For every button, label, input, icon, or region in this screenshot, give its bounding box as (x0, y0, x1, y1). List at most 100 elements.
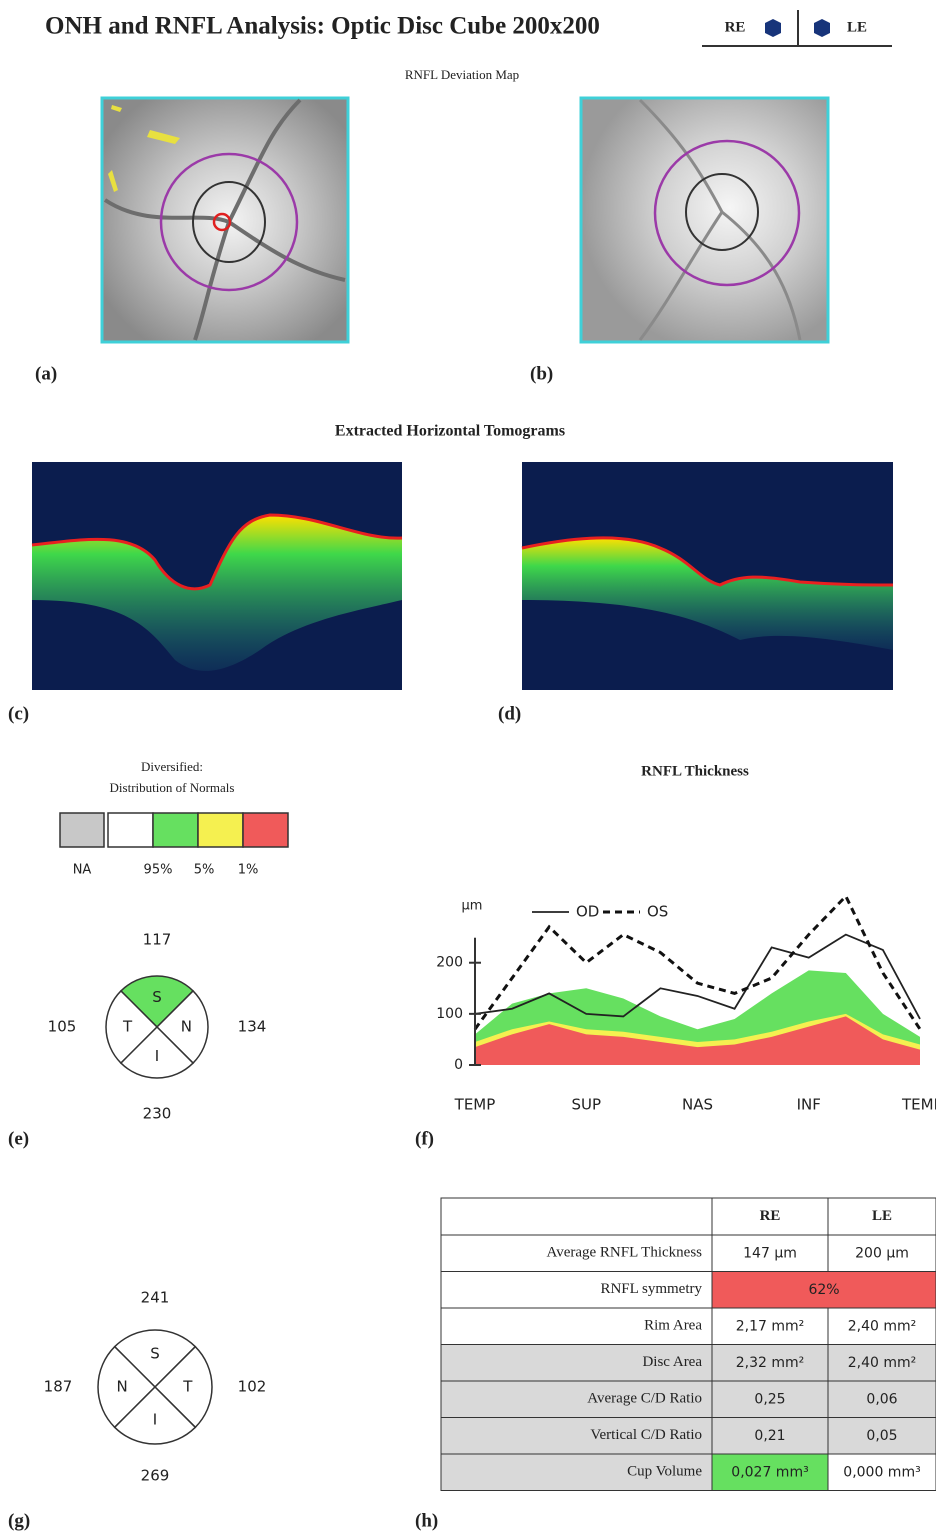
sector-value: 134 (238, 1018, 267, 1036)
scan-circle (653, 139, 801, 287)
thickness-line (474, 933, 921, 1020)
value-text: 2,32 mm² (736, 1355, 805, 1371)
scale-title: Diversified: (141, 759, 203, 774)
value-cell (827, 1417, 936, 1455)
sector (155, 989, 209, 1065)
row-label: Average RNFL Thickness (546, 1245, 702, 1261)
value-cell (827, 1453, 936, 1491)
row-label-cell (440, 1380, 713, 1418)
sector (97, 1345, 157, 1429)
tomogram-os (521, 462, 894, 690)
sector-letter: I (153, 1410, 157, 1428)
sector-letter: S (152, 988, 162, 1006)
value-text: 2,40 mm² (848, 1318, 917, 1334)
value-text: 147 µm (743, 1245, 797, 1261)
eye-icon (765, 19, 781, 37)
panel-label: (c) (8, 703, 29, 724)
chart-title: RNFL Thickness (641, 763, 749, 779)
value-text: 62% (808, 1282, 839, 1298)
sector-letter: T (182, 1378, 193, 1396)
quadrant-diagram: S 117 T 105 N 134 I 230 (48, 931, 267, 1123)
table: RE LE Average RNFL Thickness 147 µm 200 µm RN… (440, 1197, 936, 1491)
scale-label: 5% (194, 863, 215, 878)
sector-value: 105 (48, 1018, 77, 1036)
value-text: 0,06 (866, 1391, 897, 1407)
x-tick-label: INF (797, 1096, 821, 1114)
quadrant-diagram: S 241 N 187 T 102 I 269 (44, 1289, 267, 1485)
tomogram-od (31, 462, 403, 690)
scale-title: Distribution of Normals (110, 780, 235, 795)
sector-letter: N (117, 1378, 128, 1396)
sector-value: 241 (141, 1289, 170, 1307)
x-tick-label: TEMP (454, 1096, 496, 1114)
sector (113, 1385, 197, 1445)
retina (32, 515, 402, 671)
scale-box (107, 812, 154, 848)
title: ONH and RNFL Analysis: Optic Disc Cube 2… (45, 13, 600, 40)
sector-letter: T (122, 1018, 133, 1036)
scale-label: 95% (144, 863, 173, 878)
header-text: LE (872, 1208, 892, 1224)
image (579, 96, 830, 344)
value-cell (711, 1271, 936, 1309)
fundus-os (579, 96, 830, 344)
x-tick-label: NAS (682, 1096, 713, 1114)
panel-label: (a) (35, 363, 57, 384)
y-tick-label: 200 (436, 955, 463, 971)
value-text: 200 µm (855, 1245, 909, 1261)
vessel (103, 98, 346, 341)
y-tick-label: 0 (454, 1057, 463, 1073)
row-label: RNFL symmetry (600, 1281, 702, 1297)
panel-label: (e) (8, 1128, 29, 1149)
panel-label: (b) (530, 363, 553, 384)
normal-band (475, 1016, 920, 1065)
eye-legend: RE LE (702, 10, 892, 47)
scale-label: NA (73, 863, 92, 878)
sector-letter: N (181, 1018, 192, 1036)
cup-margin (212, 212, 232, 232)
sector-value: 230 (143, 1105, 172, 1123)
value-cell (711, 1307, 829, 1345)
sector (113, 1329, 197, 1389)
panel-label: (g) (8, 1510, 30, 1531)
retina (522, 537, 893, 650)
row-label: Disc Area (642, 1354, 702, 1370)
scale-box (197, 812, 244, 848)
row-label: Rim Area (644, 1318, 702, 1334)
y-tick-label: 100 (436, 1006, 463, 1022)
value-cell (711, 1453, 829, 1491)
scan-circle (159, 152, 299, 292)
sector (119, 1025, 195, 1079)
value-cell (711, 1380, 829, 1418)
section-title: Extracted Horizontal Tomograms (335, 423, 565, 440)
scale-box (59, 812, 105, 848)
row-label: Cup Volume (627, 1464, 702, 1480)
legend-label: OD (576, 903, 599, 921)
row-label-cell (440, 1307, 713, 1345)
disc-margin (685, 173, 759, 251)
value-text: 0,027 mm³ (731, 1464, 808, 1480)
value-cell (711, 1344, 829, 1382)
value-text: 0,000 mm³ (843, 1464, 920, 1480)
sector-letter: S (150, 1345, 160, 1363)
panel-label: (d) (498, 703, 521, 724)
panel-label: (f) (415, 1128, 434, 1149)
thickness-line (473, 893, 922, 1031)
eye-icon (814, 19, 830, 37)
eye-label: RE (725, 19, 746, 35)
vessel (638, 98, 802, 341)
value-text: 0,05 (866, 1428, 897, 1444)
header-cell (711, 1197, 829, 1236)
chart: 0 100 200 µm TEMP SUP NAS INF TEMI OD OS (436, 893, 936, 1114)
row-label-cell (440, 1417, 713, 1455)
sector-value: 269 (141, 1467, 170, 1485)
value-text: 0,25 (754, 1391, 785, 1407)
scale-label: 1% (238, 863, 259, 878)
sector-value: 187 (44, 1378, 73, 1396)
y-axis-label: µm (462, 899, 483, 914)
legend-label: OS (647, 903, 668, 921)
section-title: RNFL Deviation Map (405, 67, 519, 82)
sector (105, 989, 159, 1065)
sector-value: 117 (143, 931, 172, 949)
